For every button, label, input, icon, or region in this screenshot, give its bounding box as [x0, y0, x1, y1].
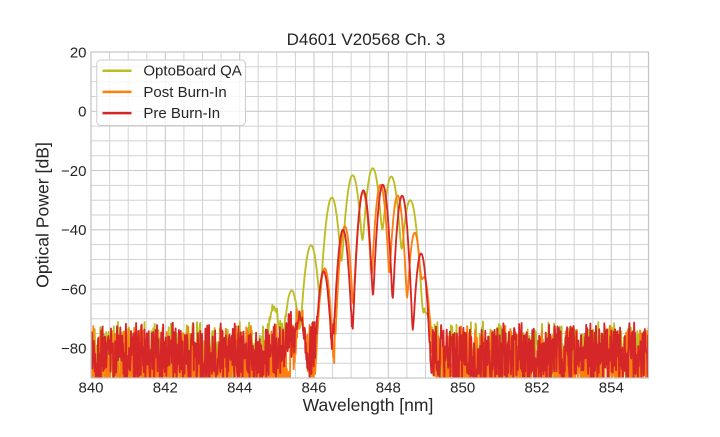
svg-text:−40: −40	[61, 222, 86, 239]
svg-text:848: 848	[376, 380, 401, 397]
svg-text:842: 842	[153, 380, 178, 397]
svg-text:Wavelength [nm]: Wavelength [nm]	[303, 395, 434, 415]
svg-text:Optical Power [dB]: Optical Power [dB]	[33, 142, 53, 288]
svg-text:OptoBoard QA: OptoBoard QA	[143, 63, 241, 80]
svg-text:20: 20	[70, 44, 87, 61]
svg-text:850: 850	[450, 380, 475, 397]
svg-text:Post Burn-In: Post Burn-In	[143, 84, 226, 101]
svg-text:−60: −60	[61, 281, 86, 298]
svg-text:844: 844	[227, 380, 252, 397]
svg-text:852: 852	[524, 380, 549, 397]
svg-text:−20: −20	[61, 163, 86, 180]
svg-text:846: 846	[301, 380, 326, 397]
svg-text:0: 0	[78, 104, 86, 121]
svg-text:840: 840	[78, 380, 103, 397]
svg-text:−80: −80	[61, 341, 86, 358]
svg-text:D4601 V20568 Ch. 3: D4601 V20568 Ch. 3	[287, 30, 446, 49]
svg-text:Pre Burn-In: Pre Burn-In	[143, 105, 220, 122]
svg-text:854: 854	[599, 380, 624, 397]
